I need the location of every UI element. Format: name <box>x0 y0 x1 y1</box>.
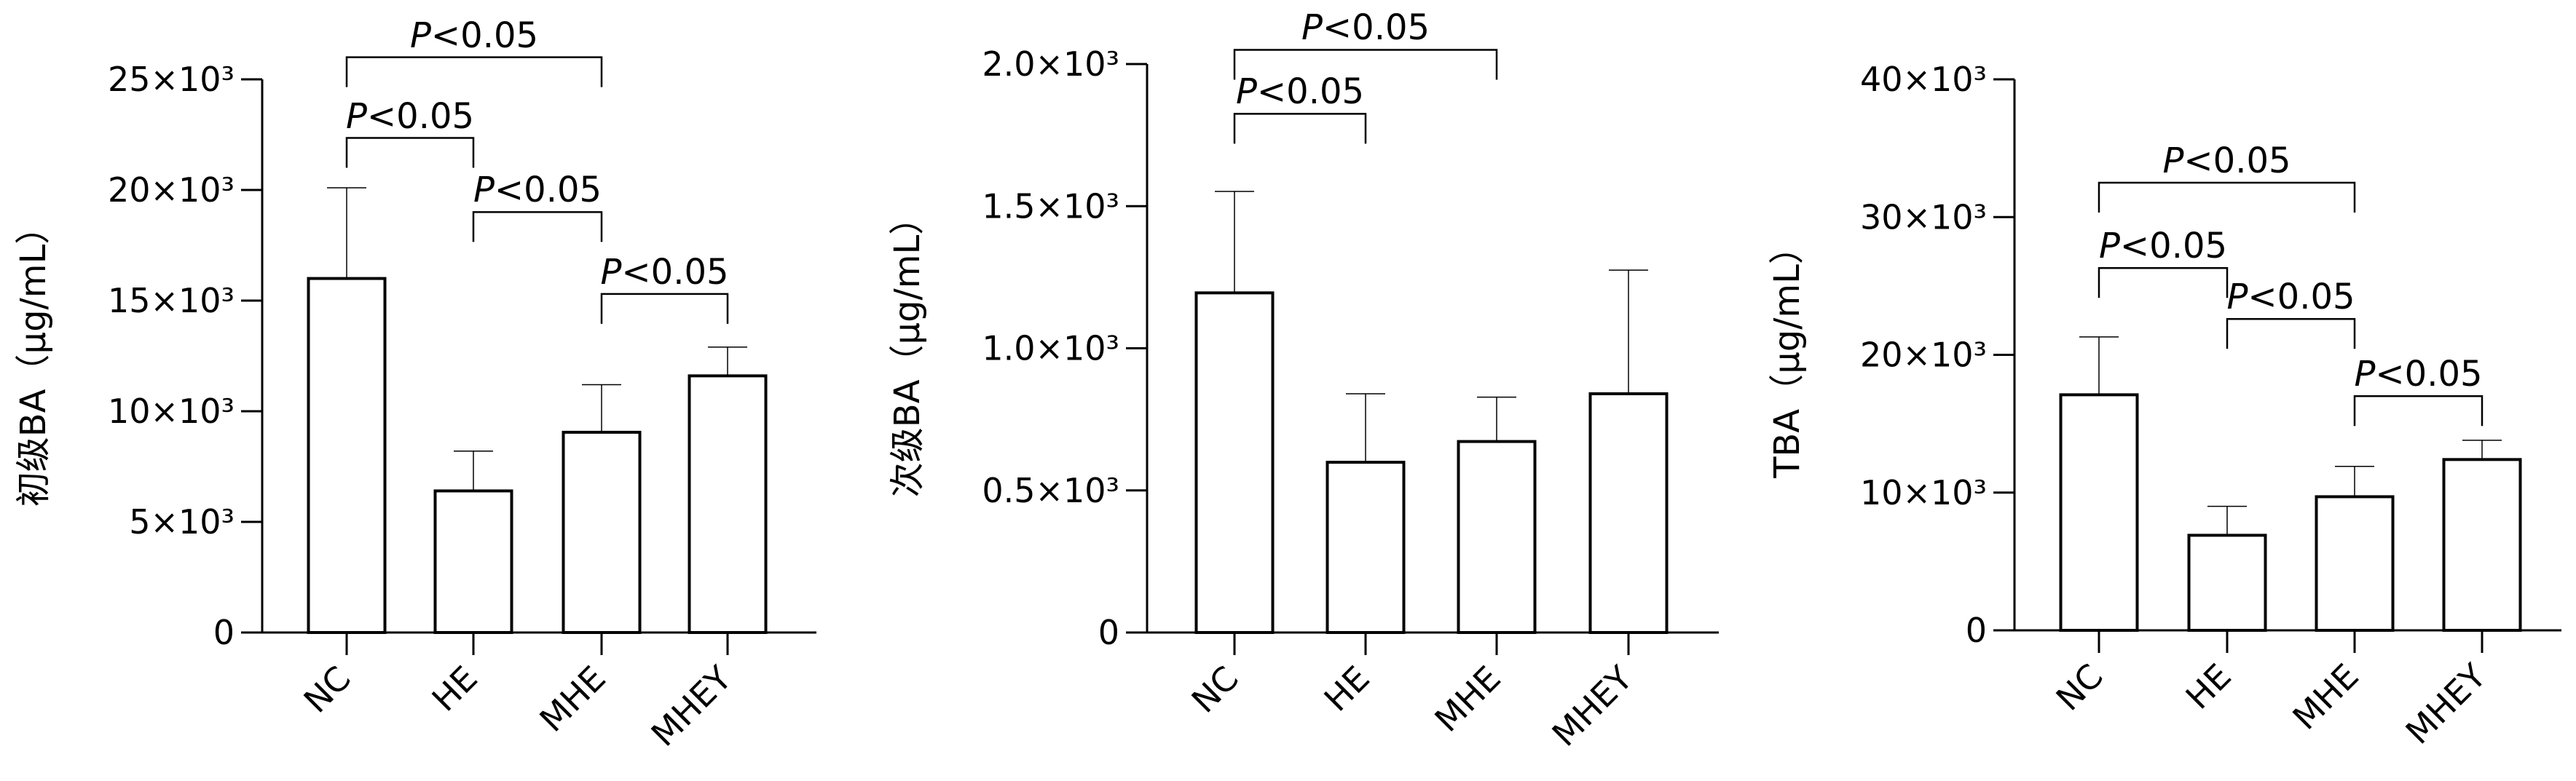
y-tick-label: 0 <box>1098 613 1119 652</box>
y-tick-label: 20×10³ <box>1860 336 1987 375</box>
significance-bracket <box>345 56 603 87</box>
x-tick-label: MHE <box>2285 657 2366 737</box>
significance-label: P<0.05 <box>2226 277 2355 318</box>
chart-1: 0 5×10³ 10×10³ 15×10³ 20×10³ 25×10³ 初级BA（μg/mL… <box>13 56 816 754</box>
x-tick-label: NC <box>296 659 358 721</box>
significance-bracket <box>2226 318 2356 349</box>
x-tick-label: MHEY <box>2398 656 2494 752</box>
y-tick-label: 40×10³ <box>1860 60 1987 99</box>
y-tick-label: 2.0×10³ <box>982 44 1119 84</box>
significance-label: P<0.05 <box>1235 71 1365 113</box>
significance-bracket <box>345 137 475 168</box>
y-axis-title: TBA（μg/mL） <box>1767 229 1808 479</box>
y-tick-label: 0 <box>1966 611 1987 650</box>
x-tick-label: NC <box>2049 657 2111 718</box>
y-axis-title: 次级BA（μg/mL） <box>887 200 928 497</box>
significance-bracket <box>2098 181 2356 213</box>
x-tick-label: HE <box>425 659 485 719</box>
bar-mhe <box>2315 495 2395 632</box>
significance-bracket <box>472 211 603 242</box>
y-tick-label: 15×10³ <box>108 281 235 320</box>
y-tick-label: 20×10³ <box>108 170 235 210</box>
bar-he <box>433 489 513 634</box>
significance-bracket <box>1233 113 1367 144</box>
x-tick-label: MHE <box>1427 659 1508 740</box>
y-tick-label: 0.5×10³ <box>982 471 1119 510</box>
significance-label: P<0.05 <box>600 251 729 293</box>
bar-nc <box>2059 393 2139 632</box>
x-tick-label: MHEY <box>1545 658 1641 754</box>
bar-mhey <box>688 374 768 634</box>
x-tick-label: HE <box>1317 659 1377 719</box>
x-tick-label: MHE <box>532 659 613 740</box>
chart-2: 0 0.5×10³ 1.0×10³ 1.5×10³ 2.0×10³ 次级BA（μg/mL）… <box>887 44 1719 754</box>
significance-bracket <box>2353 395 2484 427</box>
significance-label: P<0.05 <box>2162 140 2291 181</box>
significance-label: P<0.05 <box>2098 226 2228 267</box>
bar-mhe <box>1457 440 1537 634</box>
significance-label: P<0.05 <box>473 170 602 211</box>
bar-he <box>2187 534 2267 632</box>
bar-nc <box>307 277 387 634</box>
y-tick-label: 5×10³ <box>129 502 235 542</box>
y-tick-label: 25×10³ <box>108 60 235 99</box>
bar-he <box>1326 461 1406 635</box>
significance-label: P<0.05 <box>345 95 475 137</box>
y-tick-label: 1.0×10³ <box>982 329 1119 368</box>
x-tick-label: MHEY <box>644 658 740 754</box>
y-tick-label: 10×10³ <box>1860 473 1987 512</box>
x-tick-label: NC <box>1184 659 1246 721</box>
y-tick-label: 0 <box>213 613 235 652</box>
significance-label: P<0.05 <box>1301 7 1430 49</box>
significance-bracket <box>1233 49 1498 80</box>
bar-mhey <box>1588 392 1669 634</box>
x-tick-label: HE <box>2178 657 2239 717</box>
y-tick-label: 30×10³ <box>1860 197 1987 237</box>
bar-mhe <box>562 430 642 634</box>
bar-nc <box>1194 291 1275 634</box>
y-tick-label: 10×10³ <box>108 392 235 431</box>
significance-label: P<0.05 <box>2354 354 2483 395</box>
y-tick-label: 1.5×10³ <box>982 186 1119 226</box>
significance-label: P<0.05 <box>409 15 539 56</box>
significance-bracket <box>2098 267 2229 298</box>
bar-mhey <box>2442 458 2522 633</box>
y-axis-title: 初级BA（μg/mL） <box>13 210 54 507</box>
significance-bracket <box>600 293 729 324</box>
